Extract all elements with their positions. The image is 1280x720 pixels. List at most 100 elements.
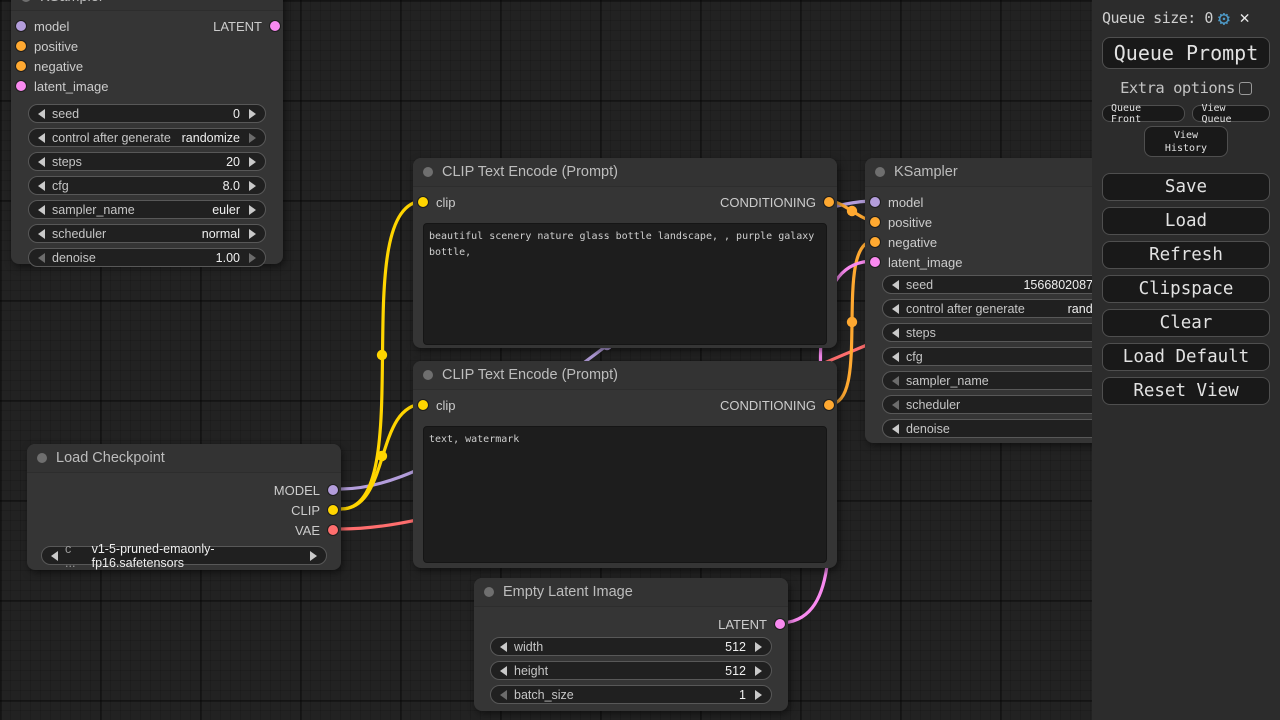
input-slot-model[interactable]: model [870,195,923,210]
view-history-button[interactable]: View History [1144,126,1228,157]
input-slot-model[interactable]: model [16,19,69,34]
step-left-icon[interactable] [38,132,45,143]
widget-value[interactable]: 512 [725,663,746,678]
slot-dot-model[interactable] [16,21,26,31]
step-left-icon[interactable] [892,399,899,410]
slot-dot-latent[interactable] [775,619,785,629]
widget-scheduler[interactable]: scheduler normal [28,224,266,243]
node-title-bar[interactable]: KSampler [11,0,283,11]
collapse-dot[interactable] [423,370,433,380]
input-slot-negative[interactable]: negative [16,59,83,74]
clear-button[interactable]: Clear [1102,309,1270,337]
output-slot-model[interactable]: MODEL [274,483,338,498]
step-left-icon[interactable] [892,303,899,314]
slot-dot-model[interactable] [870,197,880,207]
node-title-bar[interactable]: CLIP Text Encode (Prompt) [413,158,837,187]
widget-value[interactable]: v1-5-pruned-emaonly-fp16.safetensors [91,541,215,570]
step-left-icon[interactable] [500,665,507,676]
slot-dot-conditioning[interactable] [824,400,834,410]
widget-value[interactable]: normal [201,226,240,241]
step-right-icon[interactable] [249,180,256,191]
widget-value[interactable]: randomize [181,130,240,145]
step-right-icon[interactable] [249,228,256,239]
slot-dot-conditioning[interactable] [16,41,26,51]
step-right-icon[interactable] [755,641,762,652]
slot-dot-latent[interactable] [870,257,880,267]
step-right-icon[interactable] [249,108,256,119]
widget-seed[interactable]: seed 0 [28,104,266,123]
widget-value[interactable]: 1 [739,687,746,702]
output-slot-conditioning[interactable]: CONDITIONING [720,398,834,413]
widget-cfg[interactable]: cfg 8.0 [28,176,266,195]
step-right-icon[interactable] [755,689,762,700]
input-slot-clip[interactable]: clip [418,398,456,413]
widget-sampler-name[interactable]: sampler_name euler [28,200,266,219]
node-title-bar[interactable]: Empty Latent Image [474,578,788,607]
step-left-icon[interactable] [38,156,45,167]
slot-dot-clip[interactable] [418,400,428,410]
input-slot-clip[interactable]: clip [418,195,456,210]
slot-dot-conditioning[interactable] [870,217,880,227]
node-title-bar[interactable]: Load Checkpoint [27,444,341,473]
step-right-icon[interactable] [249,132,256,143]
slot-dot-latent[interactable] [270,21,280,31]
widget-control-after-generate[interactable]: control after generate randomize [28,128,266,147]
step-left-icon[interactable] [38,180,45,191]
step-right-icon[interactable] [249,252,256,263]
clipspace-button[interactable]: Clipspace [1102,275,1270,303]
slot-dot-conditioning[interactable] [16,61,26,71]
step-left-icon[interactable] [500,689,507,700]
slot-dot-conditioning[interactable] [870,237,880,247]
output-slot-latent[interactable]: LATENT [213,19,280,34]
output-slot-conditioning[interactable]: CONDITIONING [720,195,834,210]
input-slot-latent-image[interactable]: latent_image [870,255,962,270]
extra-options-checkbox[interactable] [1238,81,1252,95]
load-default-button[interactable]: Load Default [1102,343,1270,371]
collapse-dot[interactable] [21,0,31,2]
output-slot-vae[interactable]: VAE [295,523,338,538]
queue-front-button[interactable]: Queue Front [1102,103,1186,125]
widget-value[interactable]: euler [212,202,240,217]
prompt-textarea[interactable]: text, watermark [423,426,827,563]
widget-value[interactable]: 1.00 [215,250,240,265]
step-right-icon[interactable] [249,204,256,215]
input-slot-latent-image[interactable]: latent_image [16,79,108,94]
slot-dot-latent[interactable] [16,81,26,91]
widget-value[interactable]: 0 [233,106,240,121]
step-left-icon[interactable] [38,108,45,119]
slot-dot-conditioning[interactable] [824,197,834,207]
slot-dot-model[interactable] [328,485,338,495]
view-queue-button[interactable]: View Queue [1192,103,1270,125]
widget-denoise[interactable]: denoise 1.00 [28,248,266,267]
input-slot-positive[interactable]: positive [870,215,932,230]
step-right-icon[interactable] [755,665,762,676]
step-right-icon[interactable] [249,156,256,167]
load-button[interactable]: Load [1102,207,1270,235]
slot-dot-clip[interactable] [328,505,338,515]
step-left-icon[interactable] [500,641,507,652]
input-slot-positive[interactable]: positive [16,39,78,54]
widget-batch-size[interactable]: batch_size 1 [490,685,772,704]
prompt-textarea[interactable]: beautiful scenery nature glass bottle la… [423,223,827,345]
widget-value[interactable]: 20 [226,154,240,169]
settings-gear-icon[interactable]: ⚙ [1217,6,1230,30]
step-left-icon[interactable] [892,279,899,290]
collapse-dot[interactable] [423,167,433,177]
input-slot-negative[interactable]: negative [870,235,937,250]
step-right-icon[interactable] [310,550,317,561]
output-slot-latent[interactable]: LATENT [718,617,785,632]
slot-dot-vae[interactable] [328,525,338,535]
widget-height[interactable]: height 512 [490,661,772,680]
queue-prompt-button[interactable]: Queue Prompt [1102,37,1270,69]
widget-ckpt-name[interactable]: c ... v1-5-pruned-emaonly-fp16.safetenso… [41,542,327,570]
node-title-bar[interactable]: CLIP Text Encode (Prompt) [413,361,837,390]
collapse-dot[interactable] [37,453,47,463]
step-left-icon[interactable] [892,327,899,338]
reset-view-button[interactable]: Reset View [1102,377,1270,405]
widget-value[interactable]: 512 [725,639,746,654]
step-left-icon[interactable] [892,423,899,434]
widget-value[interactable]: 1566802087 [1023,277,1093,292]
collapse-dot[interactable] [484,587,494,597]
collapse-dot[interactable] [875,167,885,177]
step-left-icon[interactable] [38,252,45,263]
